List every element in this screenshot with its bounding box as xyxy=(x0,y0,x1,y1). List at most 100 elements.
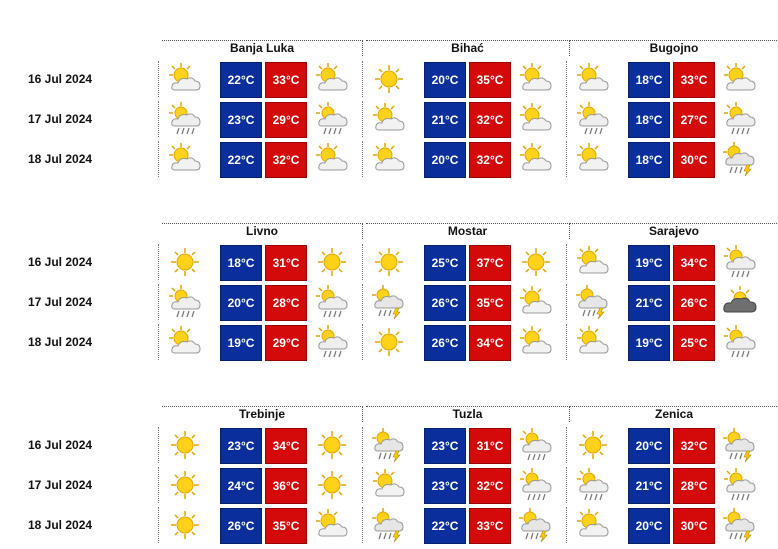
max-temp: 30°C xyxy=(673,142,715,178)
forecast-cell: 18°C 31°C xyxy=(158,244,364,281)
sun-icon xyxy=(516,244,556,280)
forecast-cell: 23°C 31°C xyxy=(362,427,568,464)
min-temp: 20°C xyxy=(628,428,670,464)
city-name: Bihać xyxy=(366,40,570,56)
max-temp: 33°C xyxy=(265,62,307,98)
min-temp: 18°C xyxy=(628,62,670,98)
min-temp: 22°C xyxy=(424,508,466,544)
city-group: 16 Jul 2024 17 Jul 2024 18 Jul 2024 Livno 1… xyxy=(0,223,778,363)
sun-cloud-rain-icon xyxy=(312,324,352,360)
forecast-cell: 23°C 34°C xyxy=(158,427,364,464)
sun-cloud-icon xyxy=(312,61,352,97)
sun-icon xyxy=(165,507,205,543)
sun-cloud-icon xyxy=(165,324,205,360)
max-temp: 35°C xyxy=(469,285,511,321)
forecast-cell: 18°C 33°C xyxy=(566,61,772,98)
forecast-cell: 20°C 30°C xyxy=(566,507,772,544)
min-temp: 21°C xyxy=(628,468,670,504)
forecast-cell: 25°C 37°C xyxy=(362,244,568,281)
city-group: 16 Jul 2024 17 Jul 2024 18 Jul 2024 Trebinj… xyxy=(0,406,778,546)
max-temp: 34°C xyxy=(469,325,511,361)
max-temp: 35°C xyxy=(469,62,511,98)
min-temp: 18°C xyxy=(628,142,670,178)
forecast-cell: 19°C 34°C xyxy=(566,244,772,281)
forecast-cell: 21°C 26°C xyxy=(566,284,772,321)
city-name: Zenica xyxy=(570,406,778,422)
min-temp: 22°C xyxy=(220,142,262,178)
sun-icon xyxy=(165,467,205,503)
min-temp: 21°C xyxy=(628,285,670,321)
max-temp: 28°C xyxy=(673,468,715,504)
max-temp: 34°C xyxy=(265,428,307,464)
sun-cloud-icon xyxy=(516,61,556,97)
thunder-rain-icon xyxy=(720,427,760,463)
forecast-cell: 20°C 32°C xyxy=(362,141,568,178)
thunder-rain-icon xyxy=(720,141,760,177)
city-name: Sarajevo xyxy=(570,223,778,239)
max-temp: 37°C xyxy=(469,245,511,281)
thunder-rain-icon xyxy=(516,507,556,543)
max-temp: 36°C xyxy=(265,468,307,504)
forecast-cell: 20°C 28°C xyxy=(158,284,364,321)
city-name: Trebinje xyxy=(162,406,363,422)
sun-cloud-icon xyxy=(516,101,556,137)
forecast-cell: 18°C 27°C xyxy=(566,101,772,138)
max-temp: 31°C xyxy=(469,428,511,464)
min-temp: 20°C xyxy=(424,62,466,98)
sun-icon xyxy=(369,244,409,280)
thunder-rain-icon xyxy=(369,427,409,463)
date-label: 18 Jul 2024 xyxy=(28,518,93,532)
min-temp: 20°C xyxy=(628,508,670,544)
min-temp: 19°C xyxy=(628,325,670,361)
min-temp: 23°C xyxy=(424,468,466,504)
sun-cloud-icon xyxy=(573,507,613,543)
sun-cloud-icon xyxy=(369,467,409,503)
max-temp: 35°C xyxy=(265,508,307,544)
min-temp: 26°C xyxy=(424,325,466,361)
min-temp: 26°C xyxy=(424,285,466,321)
min-temp: 23°C xyxy=(424,428,466,464)
sun-cloud-rain-icon xyxy=(720,324,760,360)
date-label: 16 Jul 2024 xyxy=(28,438,93,452)
sun-cloud-icon xyxy=(165,61,205,97)
min-temp: 19°C xyxy=(220,325,262,361)
forecast-cell: 20°C 35°C xyxy=(362,61,568,98)
sun-icon xyxy=(573,427,613,463)
date-label: 17 Jul 2024 xyxy=(28,112,93,126)
city-name: Banja Luka xyxy=(162,40,363,56)
thunder-rain-icon xyxy=(369,284,409,320)
sun-cloud-rain-icon xyxy=(516,467,556,503)
forecast-cell: 26°C 35°C xyxy=(362,284,568,321)
forecast-cell: 19°C 29°C xyxy=(158,324,364,361)
max-temp: 32°C xyxy=(265,142,307,178)
city-name: Livno xyxy=(162,223,363,239)
max-temp: 30°C xyxy=(673,508,715,544)
max-temp: 32°C xyxy=(469,468,511,504)
forecast-cell: 22°C 33°C xyxy=(362,507,568,544)
sun-cloud-icon xyxy=(573,324,613,360)
sun-cloud-icon xyxy=(516,284,556,320)
max-temp: 32°C xyxy=(673,428,715,464)
sun-cloud-rain-icon xyxy=(312,101,352,137)
city-name: Bugojno xyxy=(570,40,778,56)
max-temp: 33°C xyxy=(469,508,511,544)
sun-icon xyxy=(369,61,409,97)
forecast-cell: 23°C 29°C xyxy=(158,101,364,138)
min-temp: 21°C xyxy=(424,102,466,138)
max-temp: 29°C xyxy=(265,102,307,138)
city-group: 16 Jul 2024 17 Jul 2024 18 Jul 2024 Banja L… xyxy=(0,40,778,180)
max-temp: 33°C xyxy=(673,62,715,98)
sun-cloud-icon xyxy=(573,244,613,280)
min-temp: 25°C xyxy=(424,245,466,281)
sun-icon xyxy=(165,427,205,463)
sun-cloud-icon xyxy=(516,324,556,360)
min-temp: 18°C xyxy=(628,102,670,138)
forecast-cell: 19°C 25°C xyxy=(566,324,772,361)
thunder-rain-icon xyxy=(573,284,613,320)
sun-cloud-icon xyxy=(369,141,409,177)
max-temp: 32°C xyxy=(469,142,511,178)
sun-cloud-rain-icon xyxy=(165,284,205,320)
forecast-cell: 22°C 32°C xyxy=(158,141,364,178)
sun-cloud-icon xyxy=(312,141,352,177)
max-temp: 31°C xyxy=(265,245,307,281)
